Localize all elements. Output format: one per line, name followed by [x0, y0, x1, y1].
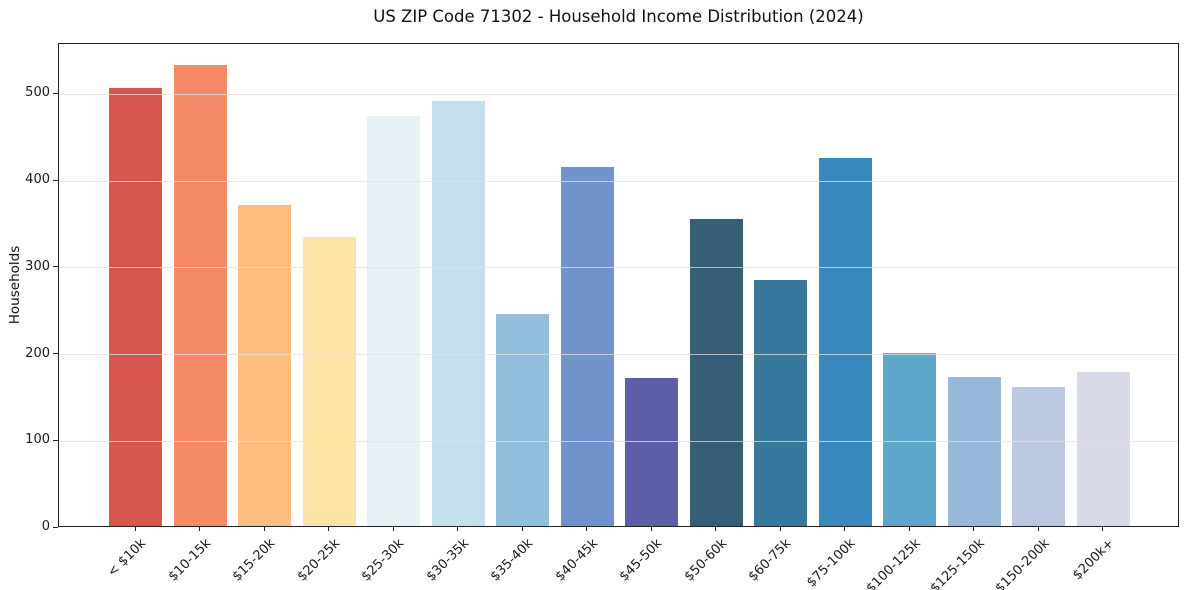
bar-14 — [947, 376, 1001, 526]
x-tick-mark — [392, 527, 394, 531]
y-tick-label: 300 — [25, 258, 50, 274]
chart-title: US ZIP Code 71302 - Household Income Dis… — [373, 7, 864, 26]
x-tick-label: $45-50k — [616, 536, 666, 585]
y-tick-mark — [53, 92, 58, 94]
x-tick-mark — [263, 527, 265, 531]
y-tick-label: 100 — [25, 432, 50, 448]
x-tick-mark — [328, 527, 330, 531]
bar-15 — [1012, 387, 1066, 526]
y-tick-label: 0 — [41, 519, 50, 534]
x-tick-mark — [779, 527, 781, 531]
x-tick-mark — [457, 527, 459, 531]
bar-6 — [431, 100, 485, 526]
y-tick-label: 400 — [25, 172, 50, 188]
x-tick-mark — [1102, 527, 1104, 531]
x-tick-label: < $10k — [105, 536, 150, 581]
x-tick-mark — [521, 527, 523, 531]
bar-16 — [1076, 371, 1130, 526]
x-tick-label: $20-25k — [294, 536, 343, 585]
x-tick-label: $40-45k — [552, 536, 601, 585]
y-tick-label: 500 — [25, 85, 50, 101]
gridline-y500 — [59, 93, 1178, 95]
bar-9 — [625, 377, 679, 526]
x-tick-mark — [134, 527, 136, 531]
x-tick-mark — [973, 527, 975, 531]
x-tick-mark — [908, 527, 910, 531]
gridline-y100 — [59, 440, 1178, 442]
gridline-y400 — [59, 180, 1178, 182]
bar-8 — [560, 166, 614, 526]
x-tick-mark — [844, 527, 846, 531]
x-tick-label: $100-125k — [863, 536, 924, 590]
x-tick-label: $15-20k — [229, 536, 279, 585]
plot-area — [58, 43, 1179, 527]
x-tick-mark — [650, 527, 652, 531]
x-tick-label: $30-35k — [423, 536, 472, 585]
x-tick-mark — [199, 527, 201, 531]
gridline-y300 — [59, 267, 1178, 269]
x-tick-label: $50-60k — [681, 536, 730, 585]
gridline-y200 — [59, 354, 1178, 356]
bar-7 — [496, 313, 550, 526]
x-tick-label: $25-30k — [358, 536, 408, 585]
x-tick-label: $200k+ — [1069, 536, 1117, 584]
y-tick-mark — [53, 439, 58, 441]
bar-4 — [302, 237, 356, 526]
y-tick-mark — [53, 179, 58, 181]
x-tick-label: $75-100k — [804, 536, 859, 590]
x-tick-mark — [1037, 527, 1039, 531]
y-axis-label: Households — [7, 245, 23, 325]
bar-1 — [109, 87, 163, 526]
y-tick-mark — [53, 353, 58, 355]
bar-5 — [367, 115, 421, 526]
bar-2 — [173, 65, 227, 526]
x-tick-mark — [586, 527, 588, 531]
x-tick-label: $10-15k — [165, 536, 214, 585]
x-tick-label: $35-40k — [487, 536, 537, 585]
y-tick-mark — [53, 526, 58, 528]
x-tick-mark — [715, 527, 717, 531]
bar-10 — [689, 218, 743, 526]
bar-11 — [754, 279, 808, 526]
bar-12 — [818, 158, 872, 526]
bar-13 — [883, 352, 937, 526]
bar-3 — [238, 205, 292, 526]
y-tick-label: 200 — [25, 345, 50, 361]
x-tick-label: $150-200k — [992, 536, 1053, 590]
y-tick-mark — [53, 266, 58, 268]
x-tick-label: $60-75k — [745, 536, 795, 585]
x-tick-label: $125-150k — [927, 536, 988, 590]
